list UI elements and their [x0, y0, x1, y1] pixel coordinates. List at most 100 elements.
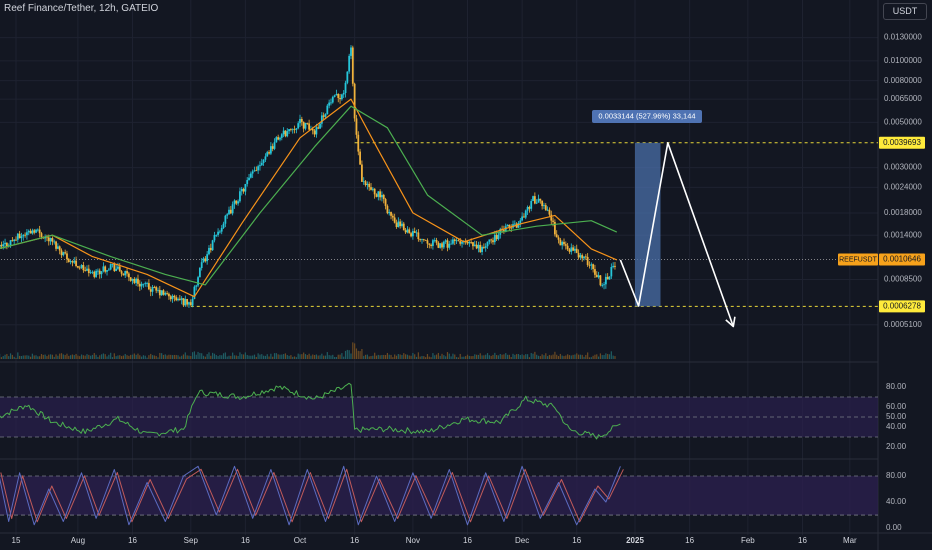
volume-bar: [343, 356, 345, 359]
candle-body: [4, 242, 6, 245]
candle-body: [482, 246, 485, 248]
volume-bar: [0, 357, 3, 359]
volume-bar: [550, 355, 552, 359]
volume-bar: [554, 351, 556, 359]
volume-bar: [330, 355, 332, 359]
volume-bar: [104, 354, 106, 359]
candle-body: [386, 205, 389, 214]
candle-body: [86, 268, 88, 271]
volume-bar: [235, 355, 237, 359]
stoch-d-line: [0, 468, 624, 523]
candle-body: [220, 227, 223, 232]
volume-bar: [120, 356, 123, 359]
rsi-tick-label: 20.00: [886, 442, 907, 451]
candle-body: [197, 277, 199, 286]
candle-body: [342, 93, 345, 95]
volume-bar: [492, 354, 494, 359]
candle-body: [66, 253, 68, 260]
candle-body: [495, 234, 498, 240]
volume-bar: [277, 354, 279, 359]
volume-bar: [390, 354, 392, 359]
price-axis[interactable]: 0.0130000 0.0100000 0.0080000 0.0065000 0.00…: [838, 33, 925, 532]
price-pane[interactable]: 0.0033144 (527.96%) 33,144: [0, 45, 878, 328]
volume-bar: [581, 354, 583, 359]
candle-body: [56, 246, 59, 249]
candle-body: [202, 258, 205, 263]
time-tick-label: Aug: [71, 536, 85, 545]
candle-body: [47, 237, 50, 242]
volume-bar: [70, 355, 72, 359]
volume-bar: [182, 354, 185, 359]
last-price-badge: [879, 253, 925, 266]
candle-body: [439, 243, 442, 248]
candle-body: [570, 247, 573, 252]
volume-bar: [437, 352, 439, 359]
candle-body: [324, 114, 327, 117]
candle-body: [574, 248, 576, 251]
volume-bar: [366, 354, 368, 359]
volume-bar: [102, 353, 104, 359]
volume-bar: [100, 354, 103, 359]
measure-range-box[interactable]: [635, 142, 661, 307]
price-tick-label: 0.0014000: [884, 230, 922, 239]
volume-bar: [122, 355, 125, 359]
candle-body: [399, 221, 402, 227]
volume-bar: [321, 353, 323, 359]
volume-bar: [446, 352, 449, 359]
volume-bar: [594, 354, 596, 359]
price-tick-label: 0.0005100: [884, 320, 922, 329]
candle-body: [104, 266, 107, 272]
volume-bar: [162, 354, 165, 359]
candle-body: [351, 47, 354, 84]
volume-bar: [171, 355, 174, 359]
candle-body: [510, 227, 513, 229]
volume-bar: [315, 354, 317, 359]
candle-body: [118, 266, 121, 272]
volume-bar: [24, 355, 26, 359]
candle-body: [87, 268, 90, 274]
candle-body: [235, 200, 238, 204]
candle-body: [497, 234, 500, 240]
volume-bar: [157, 357, 159, 359]
candle-body: [26, 232, 28, 236]
candle-body: [313, 130, 316, 135]
volume-bar: [384, 355, 387, 359]
volume-bar: [306, 355, 308, 359]
candle-body: [401, 223, 403, 227]
volume-bar: [608, 354, 611, 359]
measure-label: 0.0033144 (527.96%) 33,144: [598, 111, 695, 120]
symbol-badge: [838, 253, 878, 266]
time-tick-label: 16: [128, 536, 137, 545]
candle-body: [373, 188, 376, 195]
candle-body: [198, 268, 201, 278]
candle-body: [521, 216, 524, 221]
candle-body: [541, 200, 544, 207]
rsi-pane[interactable]: [0, 382, 878, 440]
candle-body: [279, 137, 281, 140]
volume-bar: [119, 355, 121, 359]
candle-body: [113, 264, 116, 271]
candle-body: [533, 196, 536, 204]
candle-body: [264, 156, 267, 160]
volume-bar: [131, 354, 134, 359]
stoch-rsi-pane[interactable]: [0, 465, 878, 526]
volume-bar: [430, 357, 432, 359]
volume-bar: [84, 355, 86, 359]
currency-button[interactable]: USDT: [883, 3, 927, 20]
volume-bar: [31, 353, 33, 359]
volume-bar: [181, 355, 183, 359]
volume-bar: [561, 355, 563, 359]
time-axis[interactable]: 15 Aug 16 Sep 16 Oct 16 Nov 16 Dec 16 2025 16 Feb 16 Ma…: [12, 536, 858, 545]
volume-bar: [195, 354, 197, 359]
volume-bar: [17, 352, 19, 359]
price-tick-label: 0.0050000: [884, 117, 922, 126]
volume-bar: [55, 354, 57, 359]
candle-body: [46, 236, 48, 238]
volume-bar: [259, 354, 261, 359]
candle-body: [435, 240, 438, 243]
candle-body: [29, 230, 32, 234]
time-tick-label: 16: [463, 536, 472, 545]
volume-bar: [536, 354, 538, 359]
